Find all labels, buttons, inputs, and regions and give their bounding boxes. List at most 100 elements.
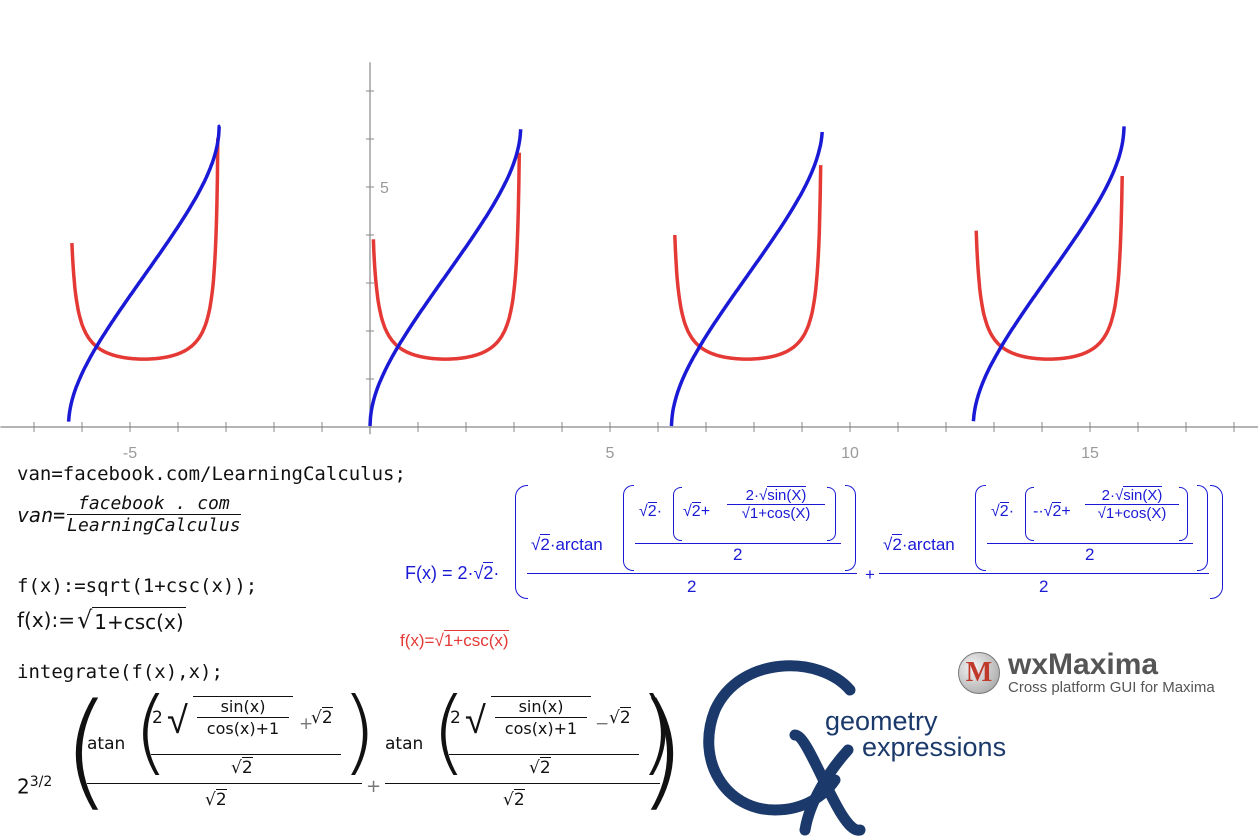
blue-a-rparen	[845, 485, 856, 571]
blue-b-frac: 2·√sin(X) √1+cos(X)	[1085, 486, 1179, 522]
term1-lparen: (	[133, 678, 169, 785]
wxmaxima-subtitle: Cross platform GUI for Maxima	[1008, 679, 1215, 696]
f-lhs: f(x):=	[17, 608, 75, 632]
integrate-result: 23/2 ( ) atan ( ) 2 √ sin(x) cos(x)+1 + …	[17, 680, 697, 830]
input-integrate: integrate(f(x),x);	[17, 661, 223, 683]
blue-big-rparen	[1210, 485, 1223, 599]
blue-b-inner-sqrt2: -·√2+	[1033, 502, 1071, 520]
outer-right-paren: )	[637, 676, 687, 823]
blue-a-sqrt2: √2·	[639, 502, 663, 520]
blue-plus: +	[865, 565, 875, 584]
term2-minus: −	[595, 714, 610, 734]
term2-inner-frac: sin(x) cos(x)+1	[491, 696, 591, 738]
input-van: van=facebook.com/LearningCalculus;	[17, 463, 406, 485]
term1-sqrt2: √2	[311, 707, 333, 728]
term2-sqrt2: √2	[609, 707, 631, 728]
output-f: f(x):= √ 1+csc(x)	[17, 606, 186, 634]
wxmaxima-icon: M	[958, 652, 1000, 694]
input-f: f(x):=sqrt(1+csc(x));	[17, 575, 258, 597]
van-numerator: facebook . com	[78, 493, 230, 514]
function-plot: -5 5 10 15 5	[0, 62, 1258, 460]
van-lhs: van=	[17, 502, 66, 527]
blue-curve-segment	[669, 131, 824, 427]
x-tick-label: 15	[1081, 445, 1099, 460]
red-sqrt-icon: √	[434, 631, 444, 650]
term1-outer-bar	[87, 783, 362, 784]
blue-a-inner-den: 2	[733, 545, 743, 564]
red-curve-segment	[673, 165, 823, 361]
blue-curve-segment	[368, 129, 523, 427]
blue-b-inner-bar	[987, 543, 1193, 544]
term2-cos: cos(x)+1	[504, 719, 578, 738]
term1-sqrt-icon: √	[167, 698, 188, 742]
blue-antiderivative: F(x) = 2·√2· √2·arctan √2· √2+ 2·√sin(X)…	[405, 480, 1255, 605]
blue-a-outer-den: 2	[687, 577, 697, 596]
red-function: f(x)=√1+csc(x)	[400, 630, 509, 650]
result-coef: 23/2	[17, 774, 53, 799]
blue-a-frac: 2·√sin(X) √1+cos(X)	[727, 486, 825, 522]
plot-ticks: -5 5 10 15 5	[123, 180, 1099, 460]
wxmaxima-title: wxMaxima	[1008, 648, 1159, 681]
y-tick-label: 5	[380, 180, 389, 197]
blue-term-b: √2·arctan √2· -·√2+ 2·√sin(X) √1+cos(X) …	[879, 485, 1209, 600]
wxmaxima-logo: M wxMaxima Cross platform GUI for Maxima	[958, 648, 1248, 700]
red-curve-segment	[371, 152, 522, 361]
output-van: van= facebook . com LearningCalculus	[17, 493, 241, 536]
sqrt-icon: √	[76, 606, 93, 634]
blue-a-lparen	[623, 485, 634, 571]
blue-a-ilparen	[673, 487, 682, 541]
blue-a-inner-sqrt2: √2+	[683, 502, 711, 520]
term1-inner-frac: sin(x) cos(x)+1	[193, 696, 293, 738]
van-fraction: facebook . com LearningCalculus	[67, 493, 241, 536]
blue-b-inner-den: 2	[1085, 545, 1095, 564]
blue-b-sqrt2: √2·	[991, 502, 1015, 520]
gx-logo-mark	[703, 660, 866, 836]
term1-inner-bar	[151, 754, 341, 755]
term2-outer-den: √2	[503, 789, 525, 810]
blue-curve-segment	[66, 124, 222, 422]
gx-word-expressions: expressions	[862, 732, 1007, 762]
result-plus: +	[366, 776, 382, 797]
term2-sqrt-icon: √	[465, 698, 486, 742]
gx-word-geometry: geometry	[825, 706, 938, 736]
blue-term-a: √2·arctan √2· √2+ 2·√sin(X) √1+cos(X) 2 …	[527, 485, 857, 600]
term1-inner-den: √2	[231, 757, 253, 778]
van-denominator: LearningCalculus	[67, 515, 241, 536]
term1-two: 2	[152, 708, 163, 728]
term2-atan: atan	[385, 734, 424, 754]
outer-left-paren: (	[62, 676, 112, 823]
term1-plus: +	[299, 714, 314, 734]
term2-inner-bar	[449, 754, 639, 755]
term1-rparen: )	[341, 678, 377, 785]
blue-b-arctan: √2·arctan	[883, 534, 955, 554]
term1-cos: cos(x)+1	[206, 719, 280, 738]
blue-b-outer-bar	[879, 573, 1209, 574]
term2-sin: sin(x)	[518, 697, 564, 716]
blue-b-rparen	[1197, 485, 1208, 571]
blue-lhs: F(x) = 2·√2·	[405, 562, 500, 583]
x-tick-label: -5	[123, 445, 137, 460]
term2-outer-bar	[385, 783, 660, 784]
blue-a-outer-bar	[527, 573, 857, 574]
term2-lparen: (	[431, 678, 467, 785]
term2-inner-den: √2	[529, 757, 551, 778]
x-tick-label: 10	[841, 445, 859, 460]
x-tick-label: 5	[606, 445, 615, 460]
term1-outer-den: √2	[205, 789, 227, 810]
f-radicand: 1+csc(x)	[92, 606, 186, 634]
red-curve-segment	[70, 138, 220, 361]
blue-b-lparen	[975, 485, 986, 571]
plot-axes	[0, 62, 1258, 435]
blue-a-irparen	[827, 487, 836, 541]
blue-curve-segment	[971, 126, 1126, 422]
term1-atan: atan	[87, 734, 126, 754]
blue-b-ilparen	[1025, 487, 1034, 541]
blue-b-irparen	[1179, 487, 1188, 541]
blue-b-outer-den: 2	[1039, 577, 1049, 596]
red-curve-segment	[974, 175, 1124, 361]
term2-two: 2	[450, 708, 461, 728]
blue-a-inner-bar	[635, 543, 841, 544]
term1-sin: sin(x)	[220, 697, 266, 716]
term2-rparen: )	[639, 678, 675, 785]
plot-curves	[66, 124, 1126, 427]
